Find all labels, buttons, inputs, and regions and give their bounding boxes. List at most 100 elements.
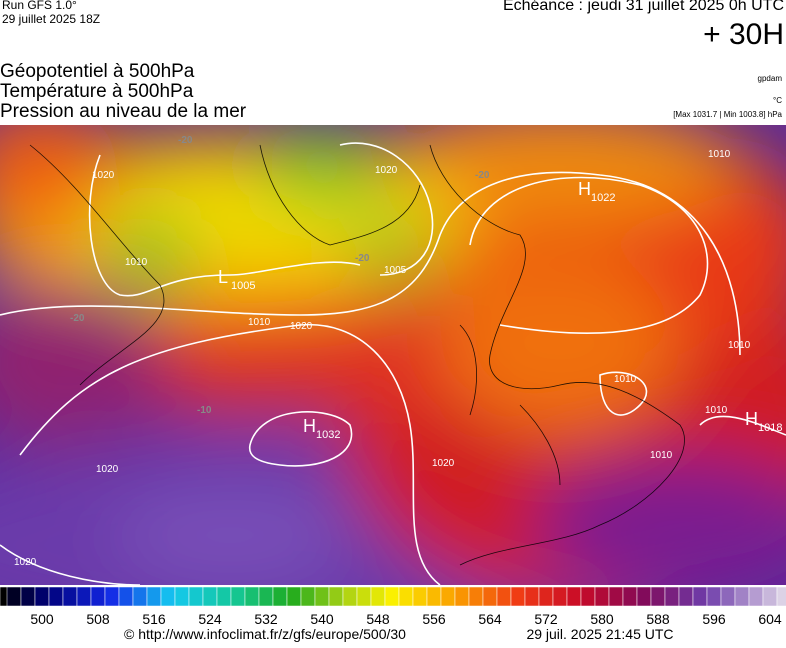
contour-label: 1010: [728, 340, 751, 351]
center-value: 1022: [591, 192, 615, 204]
title-3: Pression au niveau de la mer: [0, 101, 247, 122]
center-letter: H: [578, 179, 591, 199]
colorbar-swatch: [314, 586, 330, 607]
colorbar-swatch: [762, 586, 778, 607]
colorbar-label: 548: [366, 611, 390, 627]
unit-temperature: °C: [773, 96, 782, 105]
contour-label: 1010: [708, 149, 731, 160]
center-value: 1018: [758, 422, 782, 434]
contour-label: 1010: [650, 450, 673, 461]
center-letter: L: [218, 267, 228, 287]
colorbar-swatch: [412, 586, 428, 607]
colorbar-swatch: [342, 586, 358, 607]
colorbar-swatch: [104, 586, 120, 607]
colorbar: © http://www.infoclimat.fr/z/gfs/europe/…: [0, 586, 786, 642]
colorbar-label: 500: [30, 611, 54, 627]
contour-label: -20: [475, 170, 490, 181]
colorbar-swatch: [300, 586, 316, 607]
colorbar-swatch: [146, 586, 162, 607]
center-letter: H: [745, 409, 758, 429]
colorbar-label: 596: [702, 611, 726, 627]
colorbar-swatch: [636, 586, 652, 607]
colorbar-swatch: [384, 586, 400, 607]
colorbar-label: 556: [422, 611, 446, 627]
field: [0, 125, 786, 585]
center-letter: H: [303, 416, 316, 436]
colorbar-swatch: [328, 586, 344, 607]
colorbar-swatch: [650, 586, 666, 607]
colorbar-swatch: [538, 586, 554, 607]
colorbar-label: 532: [254, 611, 278, 627]
colorbar-label: 588: [646, 611, 670, 627]
colorbar-swatch: [90, 586, 106, 607]
colorbar-swatch: [706, 586, 722, 607]
unit-geopotential: gpdam: [757, 74, 782, 83]
colorbar-swatch: [174, 586, 190, 607]
colorbar-swatch: [482, 586, 498, 607]
colorbar-swatch: [216, 586, 232, 607]
colorbar-swatch: [258, 586, 274, 607]
contour-label: -20: [355, 253, 370, 264]
contour-label: -10: [197, 405, 212, 416]
colorbar-swatch: [776, 586, 786, 607]
colorbar-label: 564: [478, 611, 502, 627]
contour-label: 1020: [432, 458, 455, 469]
contour-label: 1010: [705, 405, 728, 416]
colorbar-swatch: [160, 586, 176, 607]
colorbar-swatch: [622, 586, 638, 607]
unit-pressure: [Max 1031.7 | Min 1003.8] hPa: [673, 110, 782, 119]
colorbar-label: 580: [590, 611, 614, 627]
contour-label: 1020: [375, 165, 398, 176]
colorbar-swatch: [440, 586, 456, 607]
contour-label: 1020: [96, 464, 119, 475]
footer-time: 29 juil. 2025 21:45 UTC: [526, 626, 673, 642]
colorbar-swatch: [496, 586, 512, 607]
colorbar-swatch: [720, 586, 736, 607]
title-2: Température à 500hPa: [0, 81, 194, 102]
colorbar-swatch: [6, 586, 22, 607]
colorbar-swatch: [230, 586, 246, 607]
colorbar-swatch: [356, 586, 372, 607]
colorbar-swatch: [734, 586, 750, 607]
colorbar-label: 604: [758, 611, 782, 627]
colorbar-swatch: [188, 586, 204, 607]
lead-time: + 30H: [703, 18, 784, 51]
colorbar-swatch: [132, 586, 148, 607]
colorbar-label: 524: [198, 611, 222, 627]
run: Run GFS 1.0°: [2, 0, 77, 12]
colorbar-swatch: [20, 586, 36, 607]
colorbar-swatch: [748, 586, 764, 607]
colorbar-label: 540: [310, 611, 334, 627]
contour-label: -20: [70, 313, 85, 324]
contour-label: 1020: [290, 321, 313, 332]
colorbar-swatch: [510, 586, 526, 607]
colorbar-swatch: [692, 586, 708, 607]
colorbar-swatch: [118, 586, 134, 607]
colorbar-swatch: [202, 586, 218, 607]
colorbar-swatch: [454, 586, 470, 607]
colorbar-label: 516: [142, 611, 166, 627]
colorbar-swatch: [34, 586, 50, 607]
colorbar-swatch: [524, 586, 540, 607]
footer-url: © http://www.infoclimat.fr/z/gfs/europe/…: [124, 626, 406, 642]
center-value: 1032: [316, 429, 340, 441]
colorbar-swatch: [468, 586, 484, 607]
colorbar-swatch: [244, 586, 260, 607]
title-1: Géopotentiel à 500hPa: [0, 61, 195, 82]
contour-label: 1005: [384, 265, 407, 276]
colorbar-swatch: [552, 586, 568, 607]
contour-label: 1020: [14, 557, 37, 568]
colorbar-swatch: [272, 586, 288, 607]
colorbar-swatch: [678, 586, 694, 607]
contour-label: 1010: [125, 257, 148, 268]
colorbar-swatch: [62, 586, 78, 607]
echeance: Echéance : jeudi 31 juillet 2025 0h UTC: [502, 0, 784, 14]
run-date: 29 juillet 2025 18Z: [2, 12, 101, 26]
contour-label: 1010: [614, 374, 637, 385]
colorbar-swatch: [594, 586, 610, 607]
colorbar-swatch: [580, 586, 596, 607]
colorbar-swatch: [76, 586, 92, 607]
colorbar-swatch: [608, 586, 624, 607]
